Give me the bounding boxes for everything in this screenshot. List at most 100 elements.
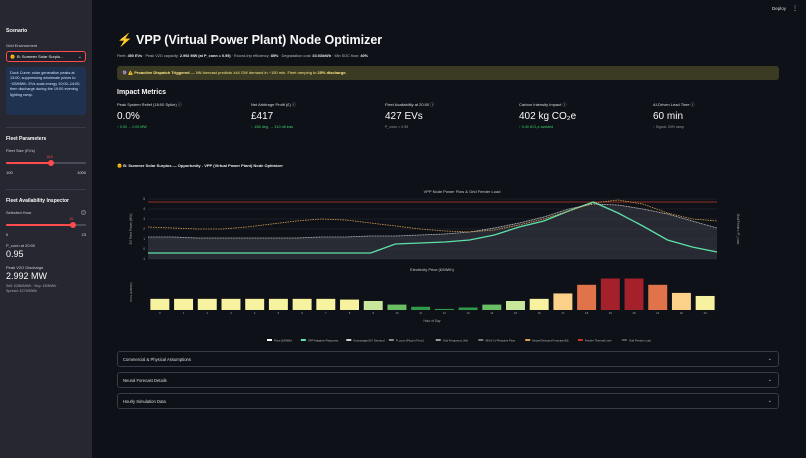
slider-thumb[interactable] — [70, 222, 77, 228]
price-bar — [221, 298, 241, 310]
metric-card: Peak System Relief (18:00 Spike) ⓘ 0.0% ↑ … — [117, 102, 237, 129]
sun-icon: 🌞 — [10, 54, 15, 59]
price-summary: Sell: £286/MWh · Buy: £5/MWh · Spread: £… — [6, 284, 86, 294]
slider-fill — [6, 224, 74, 226]
selected-hour-label: Selected Hour ? — [6, 210, 86, 215]
metric-value: 0.0% — [117, 111, 140, 122]
legend-label: Neural Demand Forecast (M) — [532, 338, 568, 342]
x-tick-label: 19 — [609, 311, 613, 315]
legend-label: 48-kV LV Reactive Flow — [485, 338, 516, 342]
price-bar — [695, 295, 715, 310]
summary-value: 85% — [270, 54, 279, 58]
x-tick-label: 10 — [395, 311, 399, 315]
bar-chart-title: Electricity Price (£/MWh) — [410, 267, 454, 272]
price-bar — [553, 293, 573, 310]
slider-fill — [6, 162, 51, 164]
x-tick-label: 11 — [419, 311, 422, 315]
price-bar — [648, 284, 668, 310]
legend-label: Feeder Thermal Limit — [585, 338, 612, 342]
v2g-value: 2.992 MW — [6, 271, 48, 281]
x-tick-label: 6 — [301, 311, 303, 315]
expander[interactable]: Neural Forecast Details ⌄ — [117, 372, 779, 388]
y-tick-label: 2 — [143, 227, 145, 231]
chevron-down-icon: ⌄ — [77, 54, 82, 60]
y-tick-label: 1 — [143, 237, 145, 241]
selected-hour-min: 0 — [6, 232, 9, 237]
metric-card: AI-Driven Lead Time ⓘ 60 min ↑ Signal: 20%… — [653, 102, 773, 129]
price-bar — [197, 298, 217, 310]
x-tick-label: 0 — [159, 311, 161, 315]
selected-hour-text: Selected Hour — [6, 210, 32, 215]
price-bar — [174, 298, 194, 310]
chevron-down-icon: ⌄ — [767, 356, 772, 362]
v2g-label: Peak V2G Discharge — [6, 265, 44, 270]
fleet-size-max: 1000 — [77, 170, 86, 175]
y2-axis-label: Grid Feeder / P_conn — [736, 214, 740, 245]
metric-label: Peak System Relief (18:00 Spike) ⓘ — [117, 102, 182, 107]
y-tick-label: 4 — [143, 207, 145, 211]
y-tick-label: 5 — [143, 197, 145, 201]
price-bar — [245, 298, 265, 310]
legend-label: Unmanaged EV Demand — [353, 338, 385, 342]
price-bar — [529, 298, 549, 310]
fleet-size-value: 610 — [46, 155, 53, 159]
alert-target: 25% discharge. — [317, 70, 347, 75]
metric-value: 402 kg CO₂e — [519, 111, 577, 122]
selected-hour-slider[interactable]: 20 — [6, 217, 86, 231]
expander[interactable]: Hourly Simulation Data ⌄ — [117, 393, 779, 409]
metric-delta: ↑ -£60 deg. → £10 off-loss — [251, 125, 294, 129]
legend-label: Price (£/MWh) — [274, 338, 292, 342]
x-tick-label: 21 — [656, 311, 660, 315]
fleet-size-label: Fleet Size (EVs) — [6, 148, 35, 153]
price-bar — [482, 304, 502, 310]
series-line-0 — [148, 201, 718, 254]
x-tick-label: 8 — [349, 311, 351, 315]
legend-swatch — [267, 339, 272, 341]
y-tick-label: 0 — [143, 247, 145, 251]
expander-label: Hourly Simulation Data — [123, 399, 166, 404]
slider-thumb[interactable] — [47, 160, 54, 166]
summary-label: · Round-trip efficiency: — [230, 54, 271, 58]
x-tick-label: 1 — [183, 311, 185, 315]
metric-label: Fleet Availability at 20:00 ⓘ — [385, 102, 435, 107]
grid-env-select[interactable]: 🌞 B: Summer Solar Surplu... ⌄ — [6, 51, 86, 62]
expander-label: Neural Forecast Details — [123, 378, 167, 383]
price-bar — [292, 298, 312, 310]
summary-label: · Min SOC floor: — [331, 54, 361, 58]
y-tick-label: 3 — [143, 217, 145, 221]
fleet-summary: Fleet: 450 EVs · Peak V2G capacity: 2.99… — [117, 54, 368, 58]
fleet-size-slider[interactable]: 610 — [6, 155, 86, 169]
fleet-size-min: 100 — [6, 170, 13, 175]
price-bar — [316, 298, 336, 310]
alert-title: Proactive Dispatch Triggered — [134, 70, 190, 75]
grid-env-label: Grid Environment — [6, 43, 38, 48]
x-tick-label: 5 — [278, 311, 280, 315]
divider — [6, 127, 86, 128]
price-bar — [340, 299, 360, 310]
series-line-1 — [148, 203, 718, 239]
deploy-button[interactable]: Deploy — [771, 6, 786, 11]
metric-label: Net Arbitrage Profit (£) ⓘ — [251, 102, 296, 107]
summary-label: Fleet: — [117, 54, 128, 58]
chevron-down-icon: ⌄ — [767, 398, 772, 404]
alert-text: — NN forecast predicts ≥44 GW demand in … — [189, 70, 318, 75]
kebab-icon[interactable]: ⋮ — [792, 6, 798, 12]
bar-y-axis-label: Price (£/MWh) — [129, 282, 133, 301]
expander-label: Commercial & Physical Assumptions — [123, 357, 191, 362]
selected-hour-range: 0 23 — [6, 232, 86, 237]
fleet-size-range: 100 1000 — [6, 170, 86, 175]
grid-env-value: B: Summer Solar Surplu... — [16, 54, 64, 59]
x-tick-label: 14 — [490, 311, 494, 315]
x-tick-label: 12 — [443, 311, 447, 315]
page-title: ⚡ VPP (Virtual Power Plant) Node Optimiz… — [117, 33, 383, 47]
metric-delta: ↑ 0.40 tCO₂e avoided — [519, 125, 554, 129]
price-bar — [624, 278, 644, 310]
price-bar — [150, 298, 170, 310]
price-bar — [387, 304, 407, 310]
help-icon[interactable]: ? — [81, 210, 86, 215]
metric-value: £417 — [251, 111, 274, 122]
selected-hour-max: 23 — [81, 232, 86, 237]
expander[interactable]: Commercial & Physical Assumptions ⌄ — [117, 351, 779, 367]
impact-metrics-heading: Impact Metrics — [117, 89, 167, 96]
summary-label: · Peak V2G capacity: — [142, 54, 180, 58]
